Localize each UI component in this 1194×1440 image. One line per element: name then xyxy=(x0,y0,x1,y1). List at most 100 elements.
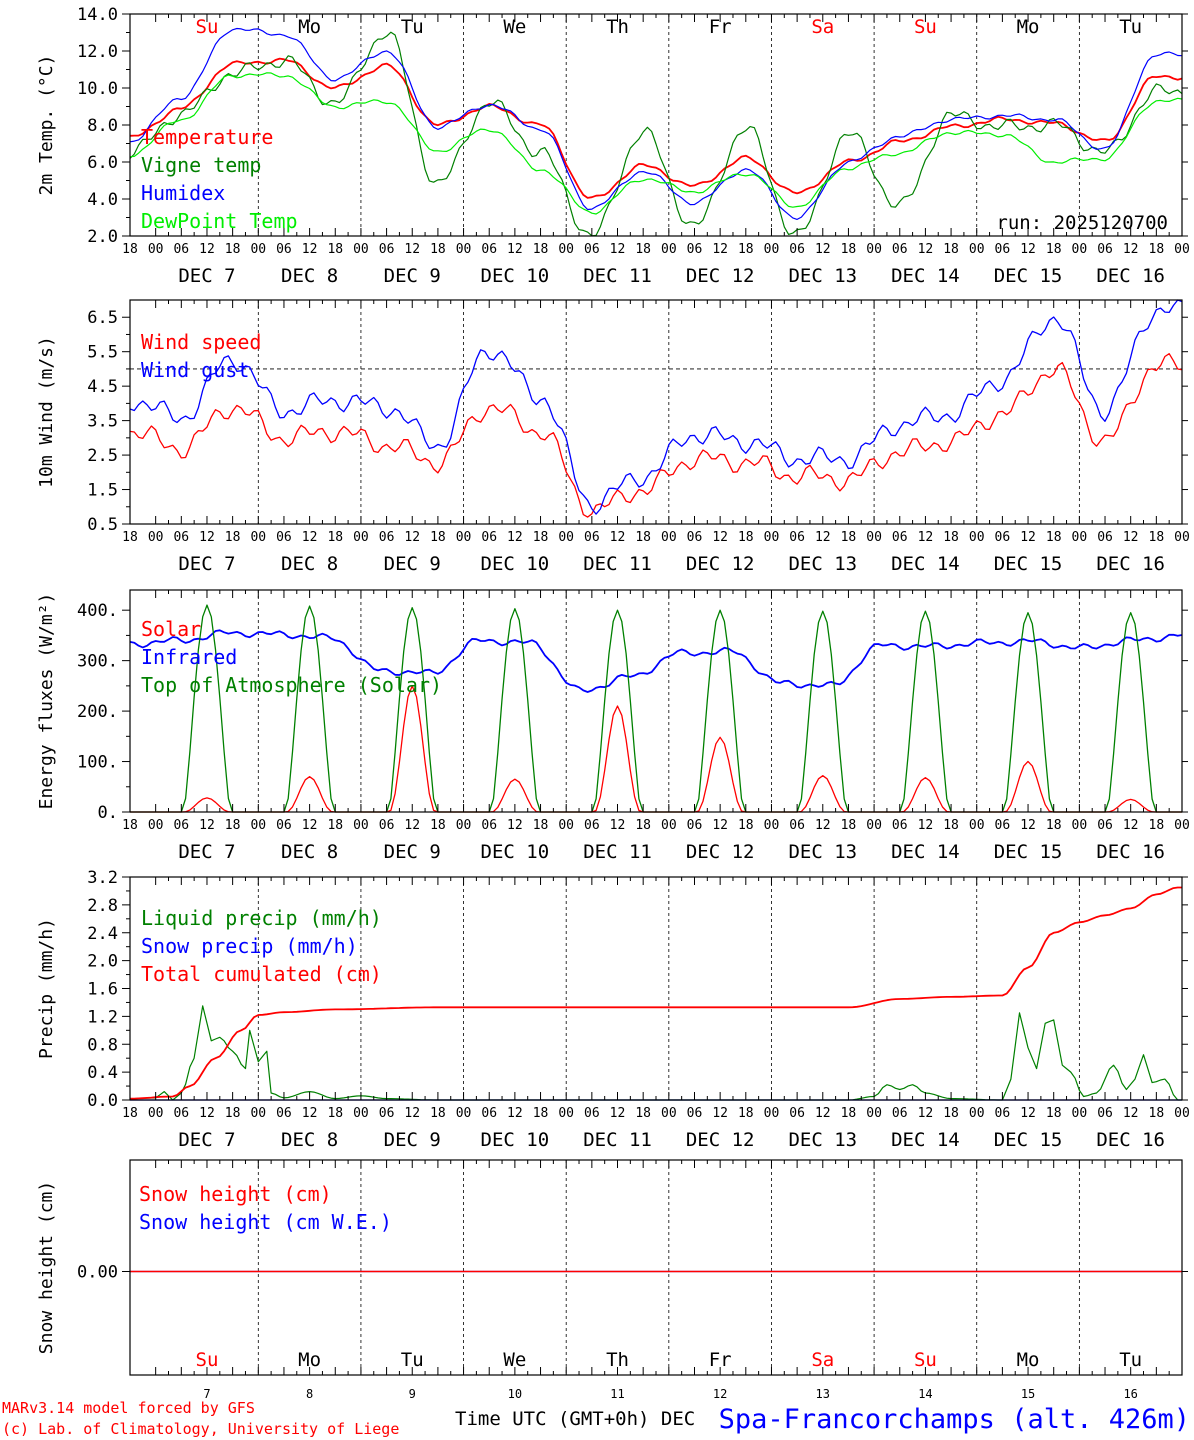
x-hour-tick-label: 06 xyxy=(276,530,292,545)
x-hour-tick-label: 00 xyxy=(148,1106,164,1121)
x-date-label: DEC 15 xyxy=(994,553,1063,575)
legend-layer: Temperature Vigne temp Humidex DewPoint Tem… xyxy=(139,125,442,1234)
x-hour-tick-label: 18 xyxy=(738,1106,754,1121)
x-hour-tick-label: 12 xyxy=(918,818,934,833)
day-number-label: 8 xyxy=(306,1387,313,1401)
x-hour-tick-label: 00 xyxy=(764,242,780,257)
x-hour-tick-label: 06 xyxy=(687,818,703,833)
x-hour-tick-label: 18 xyxy=(943,818,959,833)
x-hour-tick-label: 18 xyxy=(225,242,241,257)
x-hour-tick-label: 06 xyxy=(584,818,600,833)
y-tick-label: 5.5 xyxy=(87,343,118,363)
x-hour-tick-label: 18 xyxy=(533,1106,549,1121)
x-hour-tick-label: 06 xyxy=(481,242,497,257)
x-hour-tick-label: 06 xyxy=(789,242,805,257)
weekday-label: Tu xyxy=(1119,1349,1142,1371)
x-hour-tick-label: 12 xyxy=(404,530,420,545)
x-hour-tick-label: 18 xyxy=(533,530,549,545)
weekday-label: Fr xyxy=(709,16,732,38)
temp-series-humidex xyxy=(129,27,1183,220)
x-hour-tick-label: 18 xyxy=(327,818,343,833)
station-title: Spa-Francorchamps (alt. 426m) xyxy=(719,1404,1190,1435)
legend-entry: Snow precip (mm/h) xyxy=(141,934,358,958)
x-hour-tick-label: 12 xyxy=(815,1106,831,1121)
x-hour-tick-label: 06 xyxy=(1097,818,1113,833)
day-number-label: 10 xyxy=(508,1387,522,1401)
x-hour-tick-label: 06 xyxy=(276,818,292,833)
x-hour-tick-label: 18 xyxy=(430,242,446,257)
x-hour-tick-label: 06 xyxy=(995,530,1011,545)
x-hour-tick-label: 06 xyxy=(379,1106,395,1121)
x-hour-tick-label: 06 xyxy=(276,242,292,257)
y-tick-label: 14.0 xyxy=(77,5,118,25)
x-date-label: DEC 8 xyxy=(281,1129,338,1151)
x-hour-tick-label: 06 xyxy=(173,818,189,833)
weekday-label: Mo xyxy=(1017,16,1040,38)
x-hour-tick-label: 00 xyxy=(866,1106,882,1121)
x-hour-tick-label: 18 xyxy=(122,818,138,833)
x-hour-tick-label: 12 xyxy=(507,530,523,545)
x-hour-tick-label: 12 xyxy=(610,818,626,833)
x-hour-tick-label: 00 xyxy=(1072,530,1088,545)
x-hour-tick-label: 18 xyxy=(943,1106,959,1121)
y-tick-label: 4.5 xyxy=(87,377,118,397)
x-hour-tick-label: 00 xyxy=(866,818,882,833)
x-hour-tick-label: 12 xyxy=(404,1106,420,1121)
y-axis-title: Precip (mm/h) xyxy=(36,918,57,1059)
x-hour-tick-label: 12 xyxy=(302,1106,318,1121)
y-axis-title: 2m Temp. (°C) xyxy=(36,55,57,196)
x-hour-tick-label: 00 xyxy=(866,530,882,545)
precip-series-total-cumulated-cm- xyxy=(130,886,1182,1100)
x-date-label: DEC 7 xyxy=(178,553,235,575)
y-tick-label: 0.00 xyxy=(77,1263,118,1283)
y-tick-label: 2.4 xyxy=(87,924,118,944)
x-hour-tick-label: 18 xyxy=(1046,242,1062,257)
y-tick-label: 100. xyxy=(77,753,118,773)
axis-layer: 18 00 06 12 18 00 06 12 18 00 06 12 18 00 06 12 18 00 06 12… xyxy=(36,5,1190,1401)
x-hour-tick-label: 18 xyxy=(327,1106,343,1121)
x-hour-tick-label: 00 xyxy=(661,242,677,257)
x-hour-tick-label: 06 xyxy=(1097,530,1113,545)
precip-series-liquid-precip-mm-h- xyxy=(130,1005,1182,1101)
y-tick-label: 6.5 xyxy=(87,308,118,328)
weekday-label: We xyxy=(503,16,526,38)
x-hour-tick-label: 18 xyxy=(327,242,343,257)
weekday-label: Su xyxy=(196,1349,219,1371)
y-tick-label: 200. xyxy=(77,702,118,722)
y-tick-label: 1.5 xyxy=(87,481,118,501)
x-hour-tick-label: 06 xyxy=(173,242,189,257)
x-date-label: DEC 11 xyxy=(583,265,652,287)
run-label: run: 2025120700 xyxy=(996,212,1168,234)
x-hour-tick-label: 18 xyxy=(841,242,857,257)
x-hour-tick-label: 18 xyxy=(225,1106,241,1121)
x-hour-tick-label: 12 xyxy=(1123,530,1139,545)
x-hour-tick-label: 12 xyxy=(712,530,728,545)
x-hour-tick-label: 12 xyxy=(302,530,318,545)
x-hour-tick-label: 06 xyxy=(481,1106,497,1121)
x-hour-tick-label: 06 xyxy=(584,242,600,257)
weekday-label: Sa xyxy=(811,16,834,38)
x-hour-tick-label: 06 xyxy=(995,1106,1011,1121)
x-date-label: DEC 13 xyxy=(788,841,857,863)
x-hour-tick-label: 00 xyxy=(1174,818,1190,833)
x-hour-tick-label: 00 xyxy=(969,818,985,833)
x-hour-tick-label: 00 xyxy=(969,1106,985,1121)
x-hour-tick-label: 12 xyxy=(815,818,831,833)
x-hour-tick-label: 18 xyxy=(943,242,959,257)
x-hour-tick-label: 18 xyxy=(430,818,446,833)
weekday-label: Tu xyxy=(1119,16,1142,38)
x-hour-tick-label: 06 xyxy=(892,1106,908,1121)
x-hour-tick-label: 00 xyxy=(148,242,164,257)
x-hour-tick-label: 00 xyxy=(456,530,472,545)
x-hour-tick-label: 18 xyxy=(738,242,754,257)
x-hour-tick-label: 12 xyxy=(610,530,626,545)
x-date-label: DEC 14 xyxy=(891,841,960,863)
x-hour-tick-label: 00 xyxy=(558,242,574,257)
y-tick-label: 300. xyxy=(77,652,118,672)
x-date-label: DEC 7 xyxy=(178,841,235,863)
flux-series-infrared xyxy=(129,629,1183,693)
day-number-label: 12 xyxy=(713,1387,727,1401)
x-hour-tick-label: 06 xyxy=(892,818,908,833)
grid-layer xyxy=(130,14,1182,1375)
